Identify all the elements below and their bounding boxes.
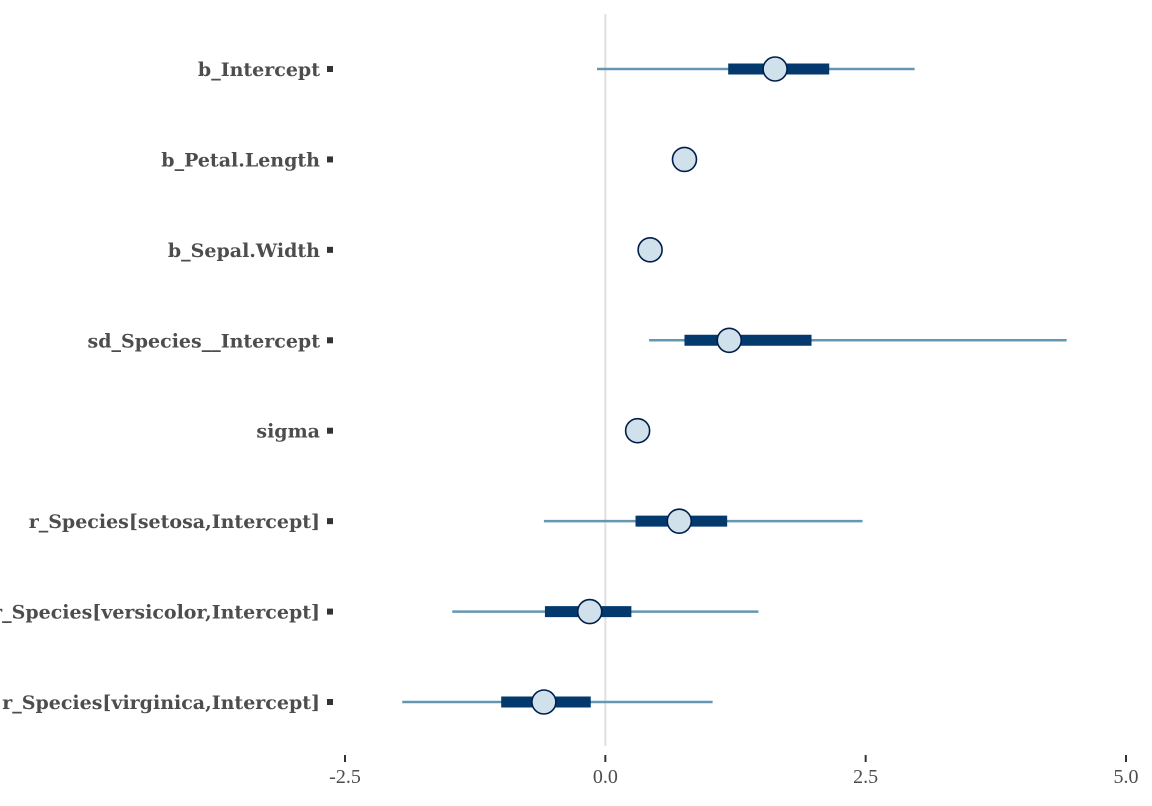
- point-estimate: [576, 598, 603, 625]
- point-estimate: [716, 327, 743, 354]
- x-tick-label: 5.0: [1114, 766, 1139, 788]
- y-tick-mark: [327, 337, 333, 344]
- parameter-row: b_Petal.Length: [161, 146, 698, 173]
- x-tick-label: 0.0: [593, 766, 618, 788]
- y-tick-mark: [327, 66, 333, 72]
- parameter-row: b_Intercept: [198, 56, 915, 82]
- y-tick-mark: [327, 427, 333, 434]
- parameter-row: sd_Species__Intercept: [88, 327, 1067, 354]
- point-estimate: [762, 56, 788, 82]
- point-estimate: [671, 146, 698, 173]
- parameter-label: r_Species[setosa,Intercept]: [29, 511, 320, 533]
- x-axis: -2.5 0.0 2.5 5.0: [329, 755, 1139, 788]
- y-tick-mark: [327, 518, 333, 525]
- parameter-row: sigma: [256, 417, 651, 444]
- y-tick-mark: [327, 156, 333, 163]
- x-tick-label: 2.5: [853, 766, 878, 788]
- parameter-row: r_Species[virginica,Intercept]: [2, 689, 713, 715]
- y-tick-mark: [327, 608, 333, 615]
- parameter-label: b_Petal.Length: [161, 149, 320, 171]
- parameter-row: r_Species[versicolor,Intercept]: [0, 598, 759, 625]
- parameter-label: b_Sepal.Width: [168, 240, 320, 262]
- y-tick-mark: [327, 246, 333, 253]
- point-estimate: [666, 508, 693, 534]
- parameter-label: r_Species[virginica,Intercept]: [2, 692, 320, 714]
- parameter-label: sigma: [256, 421, 320, 443]
- parameter-row: r_Species[setosa,Intercept]: [29, 508, 863, 534]
- point-estimate: [624, 417, 651, 444]
- parameter-rows: b_Intercept b_Petal.Length b_Sepal.Widthsd…: [0, 56, 1067, 715]
- point-estimate: [531, 689, 557, 715]
- x-tick-label: -2.5: [329, 766, 361, 788]
- parameter-label: sd_Species__Intercept: [88, 330, 321, 352]
- parameter-label: b_Intercept: [198, 59, 320, 81]
- y-tick-mark: [327, 699, 333, 706]
- point-estimate: [637, 237, 663, 263]
- parameter-row: b_Sepal.Width: [168, 237, 663, 263]
- parameter-label: r_Species[versicolor,Intercept]: [0, 602, 320, 624]
